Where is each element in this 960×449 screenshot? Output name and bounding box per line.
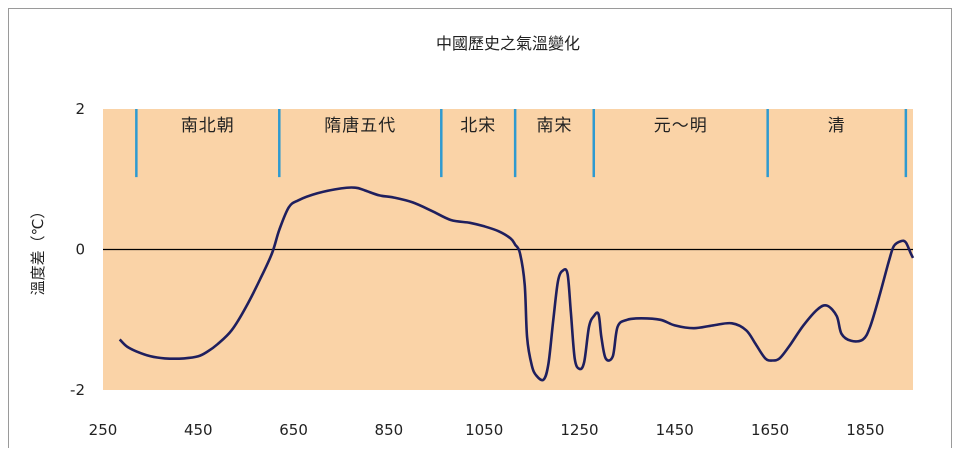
x-tick-label: 1450 [656,421,694,439]
chart-title: 中國歷史之氣溫變化 [436,34,580,53]
period-label: 南北朝 [181,116,235,136]
period-label: 南宋 [536,116,572,136]
x-tick-label: 1250 [560,421,598,439]
x-tick-labels: 250 450 650 850 1050 1250 1450 1650 1850 [89,421,885,439]
line-chart: 中國歷史之氣溫變化 南北朝 隋唐五代 北宋 南宋 元～明 清 250 450 650 850 10… [29,34,915,439]
temperature-series-line [118,186,915,382]
x-tick-label: 450 [184,421,213,439]
x-tick-label: 850 [375,421,404,439]
y-tick-labels: 2 0 -2 [70,100,85,399]
period-label: 清 [828,116,846,136]
period-labels: 南北朝 隋唐五代 北宋 南宋 元～明 清 [181,115,846,136]
period-dividers [135,109,908,178]
period-label: 北宋 [460,116,496,136]
y-axis-label: 溫度差（℃） [29,204,47,296]
y-tick-label: 2 [75,100,85,118]
y-tick-label: 0 [75,241,85,259]
x-tick-label: 1850 [846,421,884,439]
x-tick-label: 250 [89,421,118,439]
period-label: 隋唐五代 [324,115,396,136]
x-tick-label: 650 [279,421,308,439]
x-tick-label: 1050 [465,421,503,439]
y-tick-label: -2 [70,381,85,399]
x-tick-label: 1650 [751,421,789,439]
period-label: 元～明 [654,116,708,136]
chart-frame: 中國歷史之氣溫變化 南北朝 隋唐五代 北宋 南宋 元～明 清 250 450 650 850 10… [8,8,952,448]
